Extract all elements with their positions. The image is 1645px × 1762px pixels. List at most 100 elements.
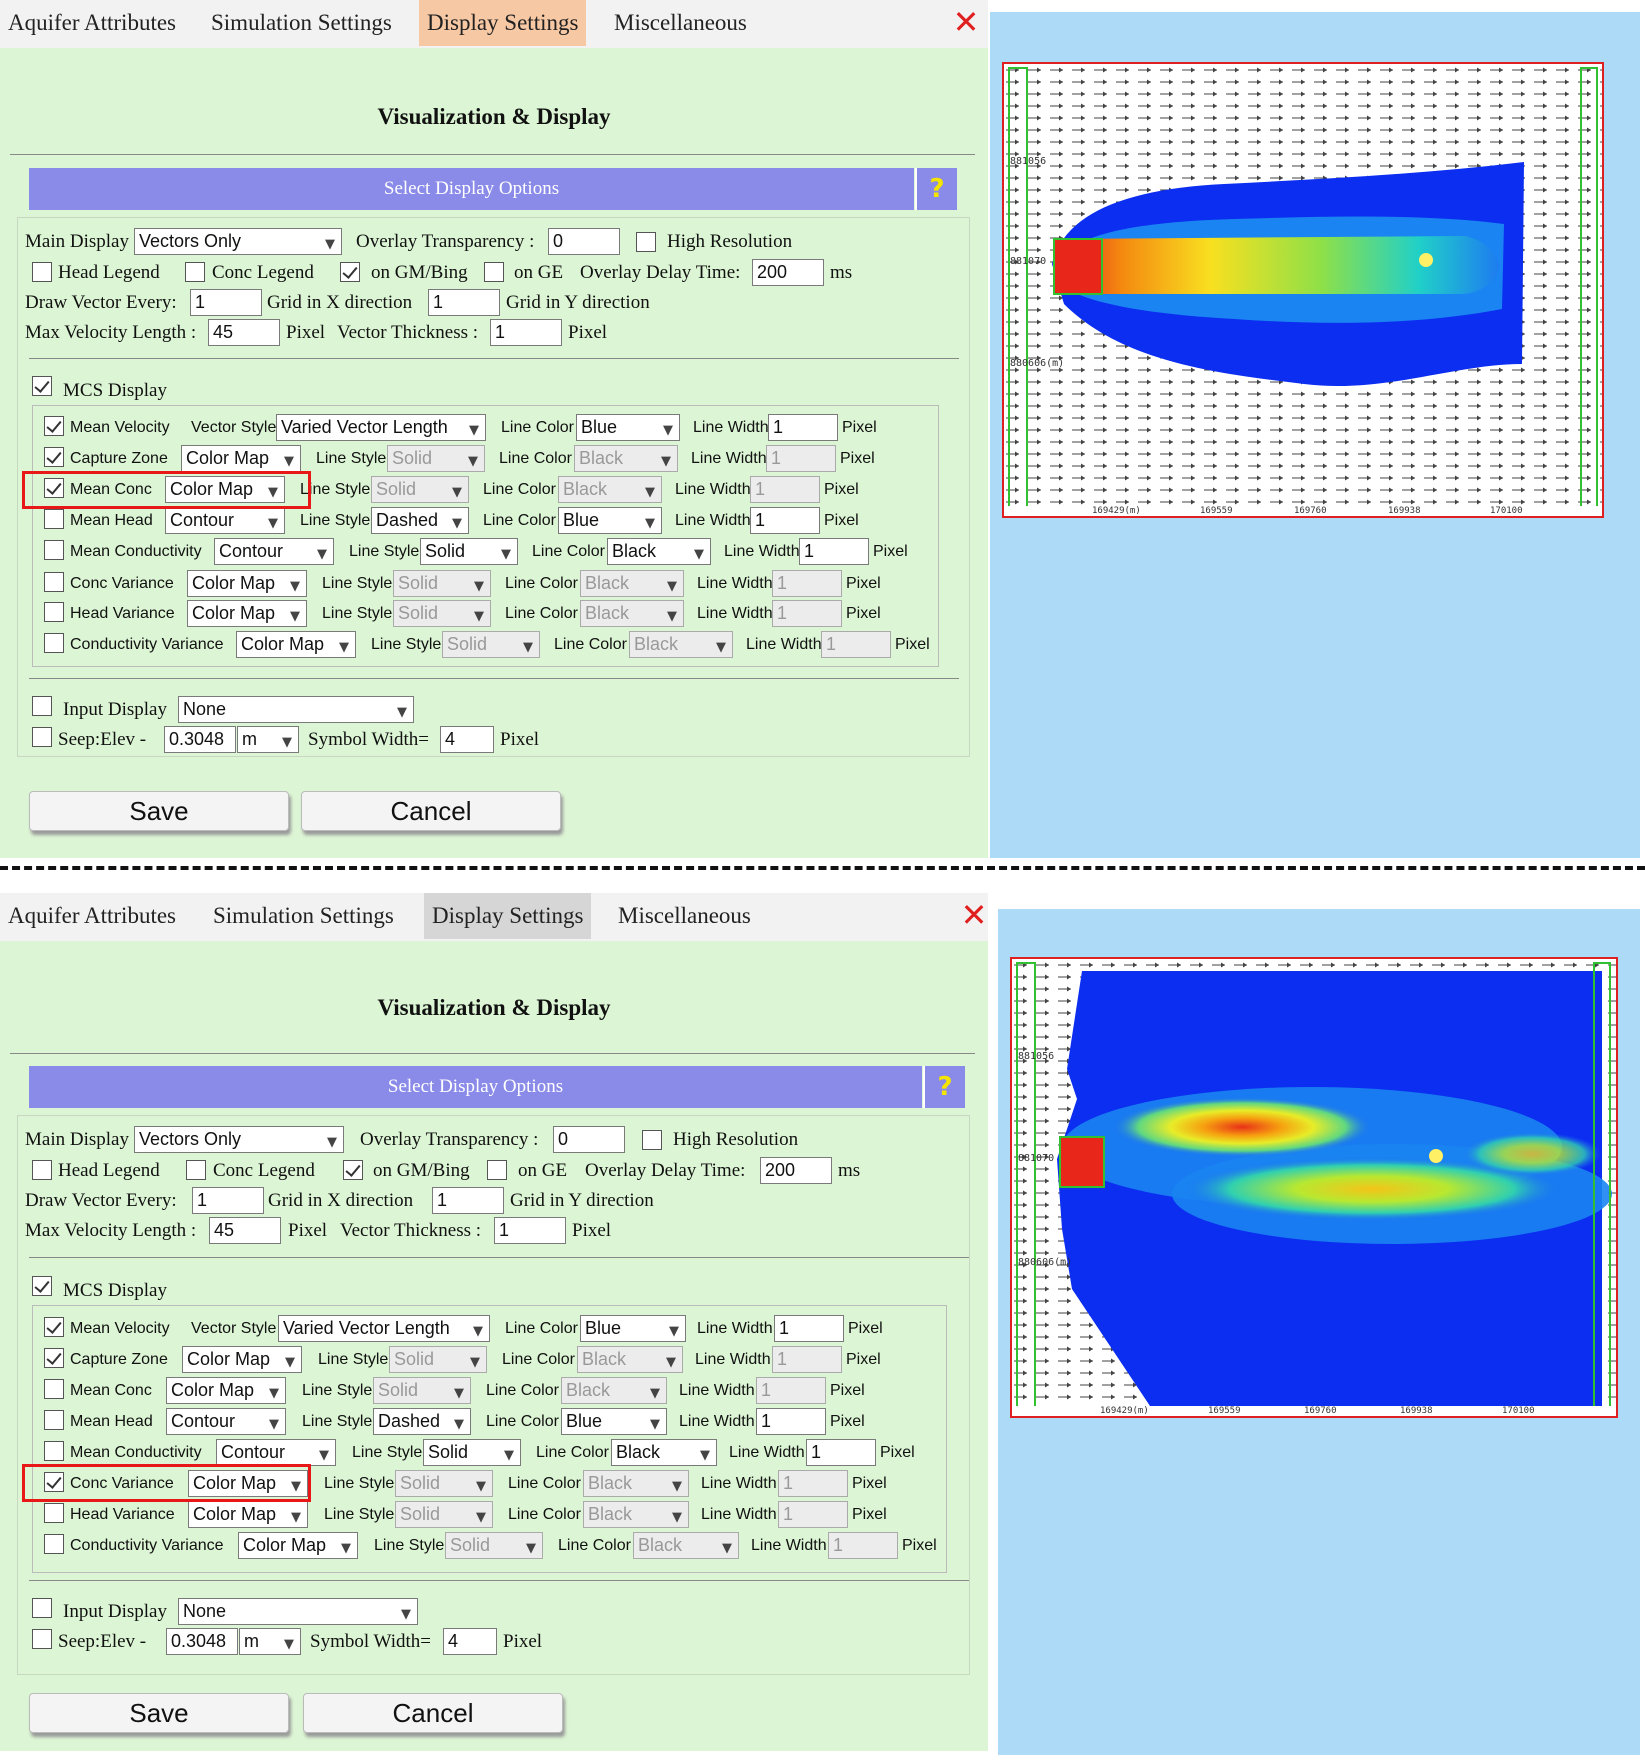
- on-ge-checkbox[interactable]: [484, 262, 504, 282]
- help-icon[interactable]: ?: [915, 168, 957, 210]
- overlay-transparency-input[interactable]: 0: [548, 228, 620, 255]
- input-display-checkbox[interactable]: [32, 696, 52, 716]
- mean-head-line-style-select[interactable]: Dashed ▼: [373, 1408, 471, 1435]
- mean-head-mode-select[interactable]: Contour ▼: [166, 1408, 286, 1435]
- overlay-delay-input[interactable]: 200: [760, 1157, 832, 1184]
- grid-x-input[interactable]: 1: [428, 289, 500, 316]
- on-gm-bing-checkbox[interactable]: [343, 1160, 363, 1180]
- grid-x-input[interactable]: 1: [432, 1187, 504, 1214]
- head-variance-checkbox[interactable]: [44, 1503, 64, 1523]
- conc-variance-line-style-select[interactable]: Solid ▼: [395, 1470, 493, 1497]
- conc-variance-checkbox[interactable]: [44, 1472, 64, 1492]
- head-variance-line-color-select[interactable]: Black ▼: [580, 600, 684, 627]
- mean-conc-line-color-select[interactable]: Black ▼: [558, 476, 662, 503]
- main-display-select[interactable]: Vectors Only ▼: [134, 228, 342, 255]
- mean-conc-checkbox[interactable]: [44, 1379, 64, 1399]
- max-velocity-input[interactable]: 45: [208, 319, 280, 346]
- head-variance-line-color-select[interactable]: Black ▼: [583, 1501, 689, 1528]
- mean-conc-line-width-input[interactable]: 1: [750, 476, 820, 503]
- tab-simulation-settings[interactable]: Simulation Settings: [211, 10, 392, 35]
- on-ge-checkbox[interactable]: [487, 1160, 507, 1180]
- mean-velocity-line-width-input[interactable]: 1: [774, 1315, 844, 1342]
- head-variance-checkbox[interactable]: [44, 602, 64, 622]
- conc-variance-line-style-select[interactable]: Solid ▼: [393, 570, 491, 597]
- mean-conductivity-mode-select[interactable]: Contour ▼: [214, 538, 334, 565]
- mean-head-mode-select[interactable]: Contour ▼: [165, 507, 285, 534]
- conductivity-variance-line-width-input[interactable]: 1: [828, 1532, 898, 1559]
- tab-miscellaneous[interactable]: Miscellaneous: [614, 10, 747, 35]
- mean-head-line-color-select[interactable]: Blue ▼: [561, 1408, 667, 1435]
- close-x-icon[interactable]: ✕: [960, 896, 988, 934]
- mean-velocity-line-width-input[interactable]: 1: [768, 414, 838, 441]
- mean-head-checkbox[interactable]: [44, 1410, 64, 1430]
- mean-conc-mode-select[interactable]: Color Map ▼: [166, 1377, 286, 1404]
- mean-conductivity-line-style-select[interactable]: Solid ▼: [420, 538, 518, 565]
- mean-conc-line-width-input[interactable]: 1: [756, 1377, 826, 1404]
- tab-aquifer-attributes[interactable]: Aquifer Attributes: [8, 10, 176, 35]
- capture-zone-line-color-select[interactable]: Black ▼: [577, 1346, 683, 1373]
- seep-elev-input[interactable]: 0.3048: [164, 726, 236, 753]
- conductivity-variance-mode-select[interactable]: Color Map ▼: [238, 1532, 358, 1559]
- mean-conductivity-line-color-select[interactable]: Black ▼: [611, 1439, 717, 1466]
- input-display-select[interactable]: None ▼: [178, 696, 414, 723]
- mean-conductivity-checkbox[interactable]: [44, 1441, 64, 1461]
- conc-variance-mode-select[interactable]: Color Map ▼: [187, 570, 307, 597]
- mean-conductivity-line-style-select[interactable]: Solid ▼: [423, 1439, 521, 1466]
- conductivity-variance-line-color-select[interactable]: Black ▼: [633, 1532, 739, 1559]
- symbol-width-input[interactable]: 4: [440, 726, 494, 753]
- conc-variance-line-width-input[interactable]: 1: [772, 570, 842, 597]
- mean-conc-line-style-select[interactable]: Solid ▼: [371, 476, 469, 503]
- conductivity-variance-line-style-select[interactable]: Solid ▼: [445, 1532, 543, 1559]
- mean-conductivity-line-width-input[interactable]: 1: [806, 1439, 876, 1466]
- capture-zone-line-width-input[interactable]: 1: [772, 1346, 842, 1373]
- conductivity-variance-line-width-input[interactable]: 1: [821, 631, 891, 658]
- capture-zone-checkbox[interactable]: [44, 447, 64, 467]
- head-variance-line-width-input[interactable]: 1: [778, 1501, 848, 1528]
- overlay-delay-input[interactable]: 200: [752, 259, 824, 286]
- tab-aquifer-attributes[interactable]: Aquifer Attributes: [8, 903, 176, 928]
- mean-conc-line-style-select[interactable]: Solid ▼: [373, 1377, 471, 1404]
- conductivity-variance-line-style-select[interactable]: Solid ▼: [442, 631, 540, 658]
- mean-velocity-line-color-select[interactable]: Blue ▼: [576, 414, 680, 441]
- seep-elev-input[interactable]: 0.3048: [166, 1628, 238, 1655]
- head-variance-line-style-select[interactable]: Solid ▼: [393, 600, 491, 627]
- tab-miscellaneous[interactable]: Miscellaneous: [618, 903, 751, 928]
- tab-simulation-settings[interactable]: Simulation Settings: [213, 903, 394, 928]
- head-variance-mode-select[interactable]: Color Map ▼: [188, 1501, 308, 1528]
- mean-velocity-checkbox[interactable]: [44, 416, 64, 436]
- conductivity-variance-checkbox[interactable]: [44, 633, 64, 653]
- high-resolution-checkbox[interactable]: [636, 232, 656, 252]
- conc-variance-line-color-select[interactable]: Black ▼: [583, 1470, 689, 1497]
- mean-head-line-color-select[interactable]: Blue ▼: [558, 507, 662, 534]
- seep-elev-checkbox[interactable]: [32, 727, 52, 747]
- overlay-transparency-input[interactable]: 0: [553, 1126, 625, 1153]
- mean-velocity-line-color-select[interactable]: Blue ▼: [580, 1315, 686, 1342]
- head-legend-checkbox[interactable]: [32, 262, 52, 282]
- head-variance-line-width-input[interactable]: 1: [772, 600, 842, 627]
- save-button[interactable]: Save: [29, 791, 289, 831]
- mean-conductivity-mode-select[interactable]: Contour ▼: [216, 1439, 336, 1466]
- conductivity-variance-mode-select[interactable]: Color Map ▼: [236, 631, 356, 658]
- vector-thickness-input[interactable]: 1: [494, 1217, 566, 1244]
- capture-zone-mode-select[interactable]: Color Map ▼: [181, 445, 301, 472]
- main-display-select[interactable]: Vectors Only ▼: [134, 1126, 344, 1153]
- mean-conc-checkbox[interactable]: [44, 478, 64, 498]
- vector-thickness-input[interactable]: 1: [490, 319, 562, 346]
- cancel-button[interactable]: Cancel: [301, 791, 561, 831]
- seep-unit-select[interactable]: m ▼: [239, 1628, 301, 1655]
- head-legend-checkbox[interactable]: [32, 1160, 52, 1180]
- mcs-display-checkbox[interactable]: [32, 1276, 52, 1296]
- draw-vector-input[interactable]: 1: [192, 1187, 264, 1214]
- tab-display-settings[interactable]: Display Settings: [419, 0, 587, 46]
- conc-legend-checkbox[interactable]: [185, 262, 205, 282]
- conc-variance-line-color-select[interactable]: Black ▼: [580, 570, 684, 597]
- tab-display-settings[interactable]: Display Settings: [424, 893, 592, 939]
- mean-conc-mode-select[interactable]: Color Map ▼: [165, 476, 285, 503]
- conductivity-variance-line-color-select[interactable]: Black ▼: [629, 631, 733, 658]
- input-display-checkbox[interactable]: [32, 1598, 52, 1618]
- mean-head-line-width-input[interactable]: 1: [750, 507, 820, 534]
- conc-variance-checkbox[interactable]: [44, 572, 64, 592]
- conductivity-variance-checkbox[interactable]: [44, 1534, 64, 1554]
- mean-conductivity-line-width-input[interactable]: 1: [799, 538, 869, 565]
- mean-velocity-checkbox[interactable]: [44, 1317, 64, 1337]
